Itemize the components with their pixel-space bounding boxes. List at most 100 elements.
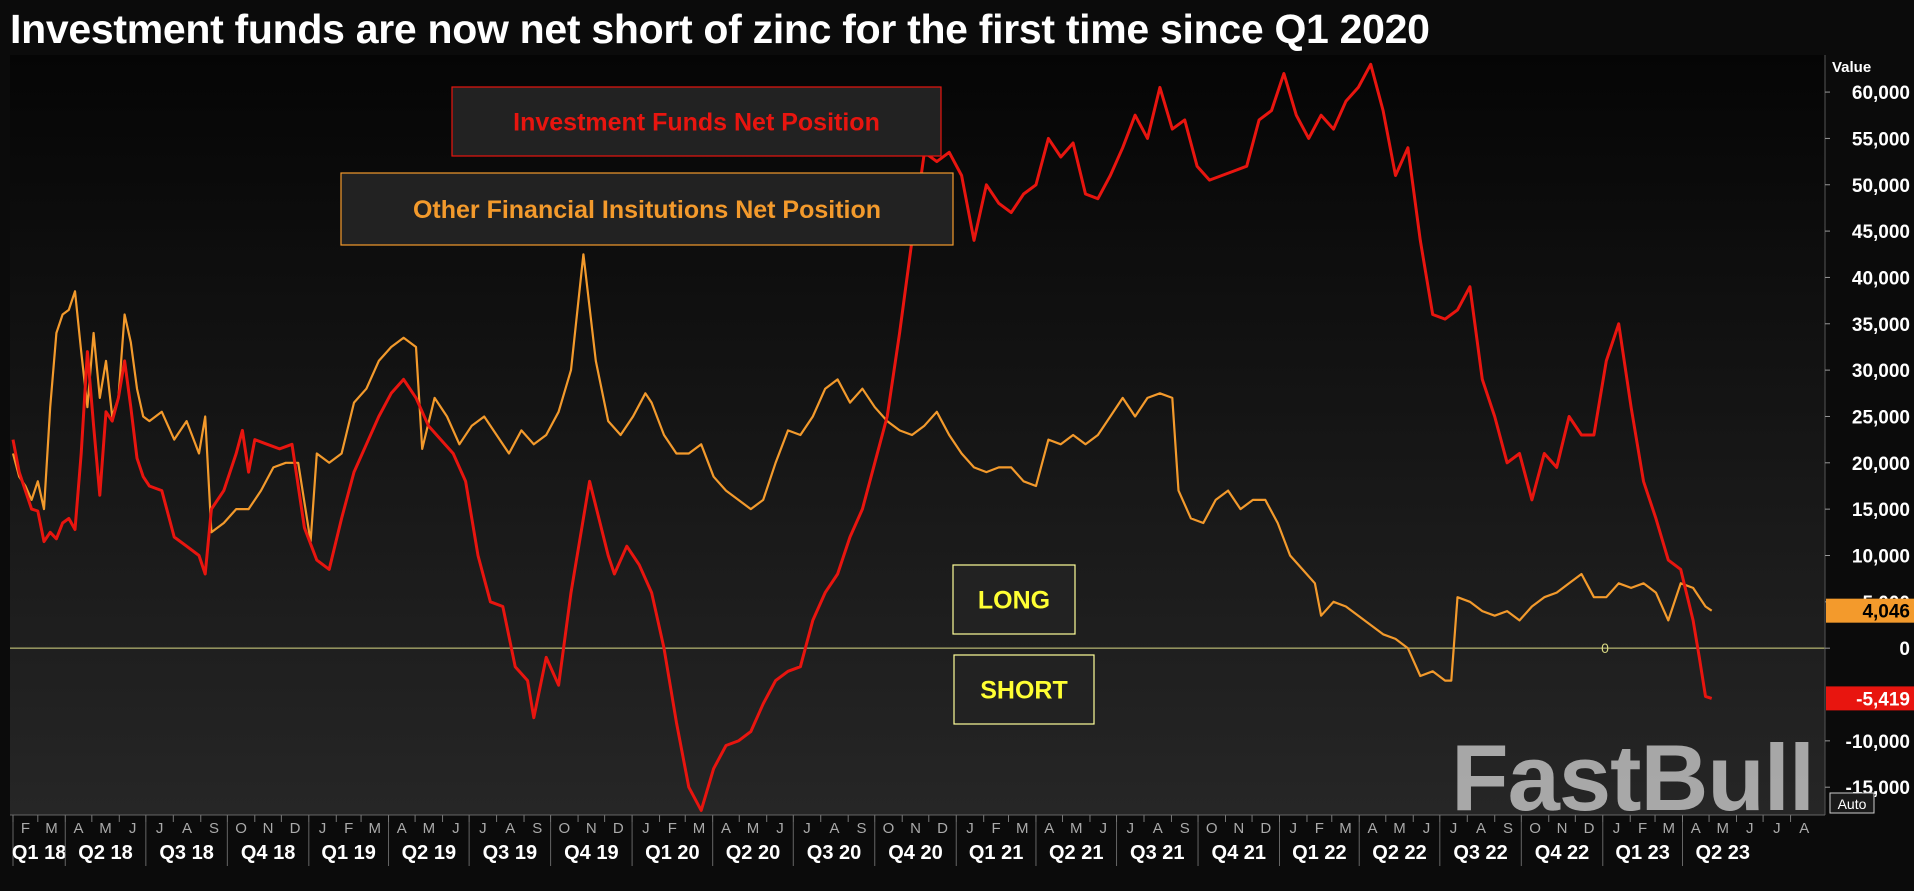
x-month-label: J (1450, 820, 1458, 837)
x-quarter-label: Q4 18 (241, 842, 295, 864)
y-tick-label: 35,000 (1852, 315, 1910, 336)
x-month-label: A (1367, 820, 1377, 837)
x-quarter-label: Q1 20 (645, 842, 699, 864)
x-month-label: J (1289, 820, 1297, 837)
x-quarter-label: Q2 22 (1372, 842, 1426, 864)
plot-area (10, 55, 1825, 815)
x-month-label: S (1503, 820, 1513, 837)
x-month-label: D (290, 820, 301, 837)
y-tick-label: 15,000 (1852, 500, 1910, 521)
x-month-label: J (1100, 820, 1108, 837)
x-month-label: M (1717, 820, 1730, 837)
series-group: -5,419 4,046 (11, 62, 1914, 812)
x-month-label: F (344, 820, 353, 837)
x-month-label: A (721, 820, 731, 837)
x-month-label: J (1773, 820, 1781, 837)
x-month-label: S (209, 820, 219, 837)
zero-line-group: 0 (10, 640, 1825, 656)
x-month-label: A (74, 820, 84, 837)
chart-title: Investment funds are now net short of zi… (10, 6, 1430, 52)
x-quarter-label: Q3 22 (1453, 842, 1507, 864)
x-month-label: M (369, 820, 382, 837)
y-tick-label: 10,000 (1852, 546, 1910, 567)
long-annotation-box (952, 564, 1076, 635)
x-quarter-label: Q2 21 (1049, 842, 1103, 864)
x-month-label: O (883, 820, 895, 837)
x-quarter-label: Q3 20 (807, 842, 861, 864)
annotations: Investment Funds Net Position Other Finan… (340, 86, 1095, 725)
last-value-tag-bg (1826, 598, 1914, 623)
y-axis: Value 60,000 55,000 50,000 45,000 40,000 35,00… (1824, 55, 1910, 815)
x-quarter-label: Q4 21 (1212, 842, 1266, 864)
x-quarter-label: Q3 21 (1130, 842, 1184, 864)
x-month-label: N (263, 820, 274, 837)
x-month-label: N (586, 820, 597, 837)
y-tick-label: 50,000 (1852, 176, 1910, 197)
x-month-label: A (1476, 820, 1486, 837)
x-month-label: A (182, 820, 192, 837)
x-month-label: O (235, 820, 247, 837)
x-month-label: J (1746, 820, 1754, 837)
x-month-label: F (1315, 820, 1324, 837)
x-month-label: J (479, 820, 487, 837)
x-quarter-label: Q1 22 (1292, 842, 1346, 864)
y-tick-label: 30,000 (1852, 361, 1910, 382)
x-month-label: M (1070, 820, 1083, 837)
x-quarter-label: Q2 18 (78, 842, 132, 864)
x-month-label: O (1529, 820, 1541, 837)
x-month-label: J (1423, 820, 1431, 837)
x-month-label: O (1206, 820, 1218, 837)
x-quarter-label: Q1 19 (321, 842, 375, 864)
x-month-label: M (747, 820, 760, 837)
x-month-label: O (558, 820, 570, 837)
legend-other-financial-box (340, 172, 954, 246)
x-quarter-label: Q4 19 (564, 842, 618, 864)
x-quarter-label: Q1 21 (969, 842, 1023, 864)
x-month-label: D (937, 820, 948, 837)
y-tick-label: 0 (1899, 639, 1910, 660)
x-month-label: N (910, 820, 921, 837)
y-tick-label: 55,000 (1852, 129, 1910, 150)
x-month-label: M (99, 820, 112, 837)
x-month-label: S (856, 820, 866, 837)
short-annotation-label: SHORT (980, 677, 1068, 705)
auto-label: Auto (1838, 796, 1867, 812)
x-quarter-label: Q2 19 (402, 842, 456, 864)
x-month-label: S (1180, 820, 1190, 837)
x-month-label: F (992, 820, 1001, 837)
y-tick-label: 45,000 (1852, 222, 1910, 243)
x-month-label: M (1339, 820, 1352, 837)
x-month-label: J (966, 820, 974, 837)
long-annotation-label: LONG (978, 587, 1050, 615)
x-month-label: A (397, 820, 407, 837)
x-month-label: F (668, 820, 677, 837)
y-tick-label: 60,000 (1852, 83, 1910, 104)
x-quarter-label: Q3 19 (483, 842, 537, 864)
x-month-label: A (1044, 820, 1054, 837)
x-month-label: F (21, 820, 30, 837)
x-month-label: J (156, 820, 164, 837)
y-axis-title: Value (1832, 59, 1871, 76)
x-month-label: J (452, 820, 460, 837)
other-financial-line (11, 253, 1713, 682)
x-month-label: J (776, 820, 784, 837)
x-month-label: N (1557, 820, 1568, 837)
x-quarter-label: Q4 20 (888, 842, 942, 864)
zero-line-label: 0 (1601, 640, 1609, 656)
short-annotation-box (953, 654, 1095, 725)
x-month-label: M (1016, 820, 1029, 837)
x-month-label: D (613, 820, 624, 837)
x-quarter-label: Q2 23 (1696, 842, 1750, 864)
x-quarter-label: Q3 18 (159, 842, 213, 864)
x-month-label: M (1663, 820, 1676, 837)
x-month-label: M (693, 820, 706, 837)
x-month-label: J (803, 820, 811, 837)
x-month-label: A (829, 820, 839, 837)
x-month-label: F (1638, 820, 1647, 837)
x-month-label: M (45, 820, 58, 837)
last-value-tag-label: -5,419 (1856, 689, 1910, 710)
x-month-label: J (1127, 820, 1135, 837)
